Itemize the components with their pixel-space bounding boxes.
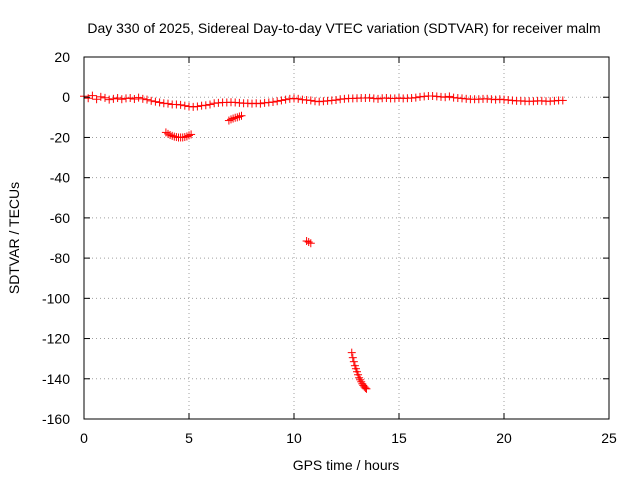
data-point (362, 384, 371, 393)
y-tick-labels: 20 0 -20 -40 -60 -80 -100 -120 -140 -160 (42, 49, 70, 427)
y-tick-label: -120 (42, 331, 70, 347)
data-point (138, 94, 147, 103)
data-point (332, 96, 340, 105)
data-point (134, 93, 143, 102)
y-tick-label: 20 (54, 49, 70, 65)
data-point (441, 93, 450, 102)
data-point (306, 239, 315, 248)
data-point (445, 92, 454, 101)
data-point (233, 113, 242, 122)
data-point (117, 95, 126, 104)
data-point (360, 382, 369, 391)
x-tick-label: 0 (80, 430, 88, 446)
data-point (206, 100, 214, 109)
plot-frame (83, 56, 610, 420)
data-point (224, 116, 233, 125)
data-marks (80, 91, 567, 393)
y-tick-label: -80 (50, 250, 70, 266)
data-point (347, 348, 356, 357)
data-point (365, 93, 374, 102)
y-axis-title: SDTVAR / TECUs (6, 182, 22, 294)
data-point (281, 95, 290, 104)
data-point (113, 94, 122, 103)
data-point (273, 97, 282, 106)
data-point (151, 97, 160, 106)
x-tick-label: 5 (185, 430, 193, 446)
data-point (155, 98, 164, 107)
data-point (143, 95, 151, 104)
chart-title: Day 330 of 2025, Sidereal Day-to-day VTE… (87, 20, 600, 36)
data-point (558, 96, 567, 105)
data-point (374, 94, 382, 103)
data-point (164, 129, 172, 138)
data-point (348, 353, 357, 362)
grid-lines (84, 57, 609, 419)
data-point (193, 102, 202, 111)
data-point (229, 114, 238, 123)
x-tick-labels: 0 5 10 15 20 25 (80, 430, 617, 446)
series-1 (161, 128, 196, 142)
data-point (96, 92, 105, 101)
data-point (88, 91, 97, 100)
data-point (147, 96, 156, 105)
y-tick-label: -40 (50, 170, 70, 186)
data-point (92, 95, 101, 104)
data-point (109, 94, 118, 103)
data-point (130, 95, 139, 104)
data-point (237, 111, 246, 120)
data-point (180, 133, 189, 142)
x-tick-label: 15 (391, 430, 407, 446)
data-point (180, 101, 189, 110)
data-point (161, 128, 170, 137)
y-tick-label: -60 (50, 210, 70, 226)
axis-ticks (83, 56, 610, 420)
data-point (235, 112, 244, 121)
data-point (185, 131, 193, 140)
data-point (411, 93, 420, 102)
data-point (182, 132, 191, 141)
data-point (126, 94, 135, 103)
data-point (356, 375, 365, 384)
x-axis-title: GPS time / hours (293, 457, 400, 473)
x-tick-label: 10 (286, 430, 302, 446)
data-point (187, 130, 196, 139)
series-3 (302, 237, 315, 248)
data-point (166, 131, 175, 140)
data-point (361, 384, 370, 393)
data-point (306, 96, 315, 105)
x-tick-label: 20 (496, 430, 512, 446)
data-point (269, 98, 277, 107)
data-point (227, 115, 235, 124)
data-point (357, 377, 366, 386)
data-point (349, 357, 358, 366)
data-point (355, 373, 364, 382)
y-tick-label: -160 (42, 411, 70, 427)
data-point (201, 101, 210, 110)
x-tick-label: 25 (601, 430, 617, 446)
data-point (277, 96, 286, 105)
series-0 (80, 91, 567, 111)
y-tick-label: 0 (62, 89, 70, 105)
y-tick-label: -100 (42, 290, 70, 306)
data-point (168, 131, 177, 140)
series-2 (224, 111, 246, 125)
series-4 (347, 348, 371, 393)
y-tick-label: -140 (42, 371, 70, 387)
y-tick-label: -20 (50, 129, 70, 145)
data-point (164, 99, 172, 108)
data-point (84, 94, 93, 103)
data-point (256, 99, 265, 108)
data-point (176, 100, 185, 109)
data-point (302, 237, 311, 246)
data-point (294, 94, 303, 103)
data-point (105, 95, 114, 104)
data-point (101, 93, 109, 102)
data-point (304, 238, 313, 247)
